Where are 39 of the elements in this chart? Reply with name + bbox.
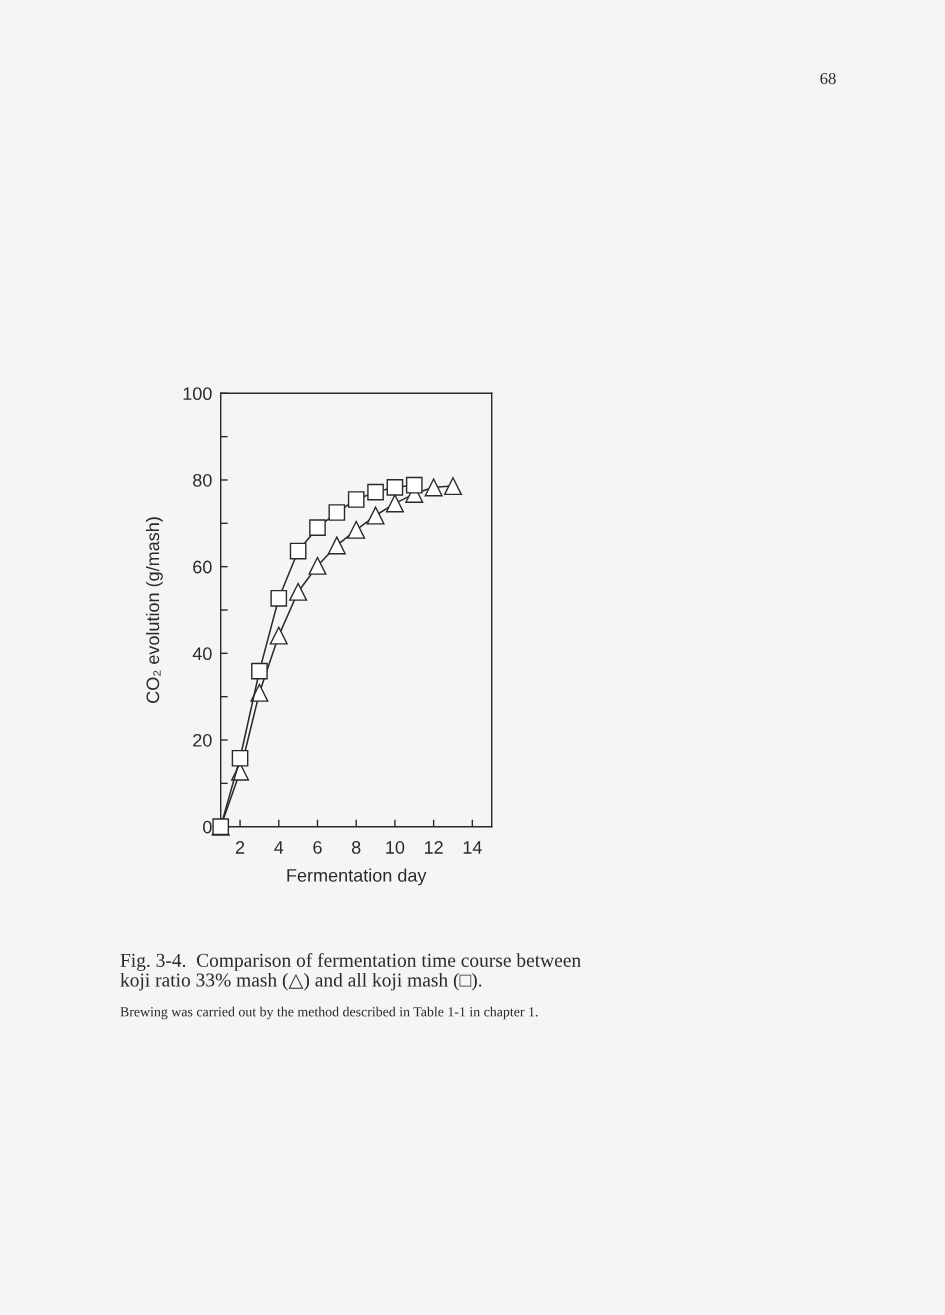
point [328,504,346,521]
y-axis-title: CO₂ evolution (g/mash) [145,517,163,703]
x-axis-title: Fermentation day [287,868,427,886]
x-tick-label: 8 [351,841,361,854]
x-tick-label: 2 [235,841,245,854]
point [347,491,365,508]
point [212,818,230,836]
y-tick-label: 60 [193,560,212,574]
point [385,494,404,513]
point [231,749,249,767]
point [386,479,404,496]
point [309,519,326,536]
x-tick-label: 10 [386,841,405,854]
x-tick-label: 4 [274,841,284,854]
y-tick-label: 100 [183,387,212,401]
text: Brewing was carried out by the method described in Table 1-1 in chapter 1. [120,1006,538,1020]
point [251,662,268,680]
y-tick-label: 40 [192,647,212,661]
x-tick-label: 6 [313,841,322,854]
y-tick-label: 20 [193,733,212,747]
point [347,520,366,539]
point [366,506,385,525]
point [269,626,288,645]
x-tick-label: 12 [424,841,443,854]
point [250,683,269,702]
text: 68 [820,72,836,85]
y-tick-label: 0 [203,820,212,834]
point [443,477,463,496]
point [327,536,346,555]
x-tick-label: 14 [463,841,482,854]
point [367,483,384,501]
point [270,589,288,607]
point [308,556,327,575]
point [424,478,443,497]
point [405,476,423,494]
y-tick-label: 80 [193,473,212,487]
point [289,542,307,560]
point [289,582,308,601]
text: Fig. 3-4. Comparison of fermentation time course between koji ratio 33% mash (△) and all koji mash (□). [120,953,581,991]
